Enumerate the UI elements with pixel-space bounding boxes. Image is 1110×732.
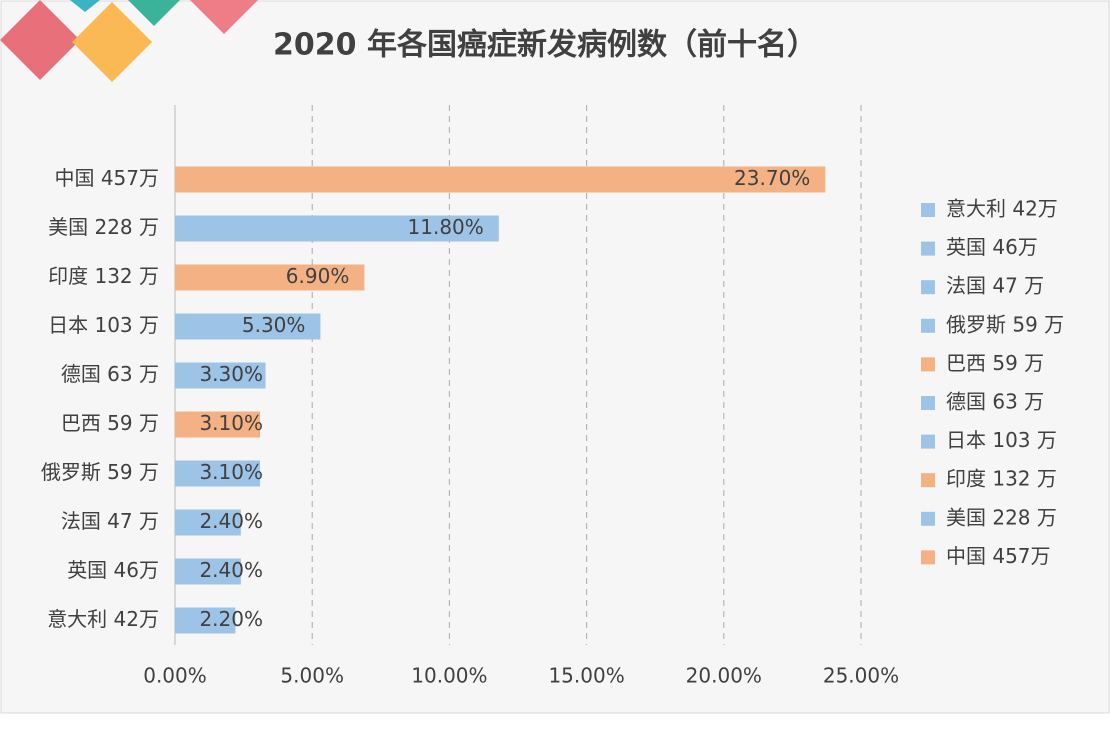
legend-swatch [921, 357, 935, 372]
value-label: 2.40% [199, 558, 263, 582]
decoration [0, 0, 80, 80]
bar [175, 460, 261, 487]
x-tick-label: 10.00% [411, 664, 487, 688]
legend-label: 意大利 42万 [946, 197, 1058, 221]
legend-label: 德国 63 万 [946, 390, 1044, 414]
value-label: 3.10% [199, 411, 263, 435]
legend-swatch [921, 550, 935, 565]
bar [175, 558, 241, 585]
legend-label: 俄罗斯 59 万 [946, 312, 1064, 336]
legend-label: 中国 457万 [946, 544, 1051, 568]
legend-swatch [921, 318, 935, 333]
bar [175, 215, 499, 242]
legend-swatch [921, 511, 935, 526]
x-tick-label: 20.00% [686, 664, 762, 688]
decoration [128, 0, 180, 26]
y-tick-label: 中国 457万 [54, 166, 159, 190]
decoration [70, 0, 100, 12]
chart-title: 2020 年各国癌症新发病例数（前十名） [273, 28, 817, 63]
background [0, 0, 1110, 714]
bar [175, 509, 241, 536]
bar [175, 264, 365, 291]
y-tick-label: 意大利 42万 [47, 607, 159, 631]
y-tick-label: 德国 63 万 [61, 362, 159, 386]
legend-swatch [921, 203, 935, 217]
legend-swatch [921, 473, 935, 488]
y-tick-label: 英国 46万 [67, 558, 159, 582]
y-tick-label: 法国 47 万 [61, 509, 159, 533]
value-label: 5.30% [242, 313, 306, 337]
legend-label: 印度 132 万 [946, 467, 1057, 491]
bar [175, 166, 826, 193]
legend-label: 法国 47 万 [946, 274, 1044, 298]
value-label: 11.80% [408, 215, 484, 239]
bar [175, 313, 321, 340]
legend-swatch [921, 396, 935, 410]
legend-swatch [921, 280, 935, 295]
legend-swatch [921, 434, 935, 449]
legend-swatch [921, 241, 935, 256]
x-tick-label: 5.00% [280, 664, 344, 688]
value-label: 23.70% [734, 166, 810, 190]
y-tick-label: 印度 132 万 [48, 264, 159, 288]
x-tick-label: 15.00% [548, 664, 624, 688]
legend-label: 英国 46万 [946, 235, 1038, 259]
legend-label: 日本 103 万 [946, 428, 1057, 452]
y-tick-label: 美国 228 万 [48, 215, 159, 239]
decoration [190, 0, 258, 34]
legend-label: 巴西 59 万 [946, 351, 1044, 375]
x-tick-label: 0.00% [143, 664, 207, 688]
value-label: 3.10% [199, 460, 263, 484]
value-label: 3.30% [199, 362, 263, 386]
y-tick-label: 日本 103 万 [48, 313, 159, 337]
bar [175, 362, 266, 389]
bar [175, 411, 261, 438]
x-tick-label: 25.00% [823, 664, 899, 688]
y-tick-label: 巴西 59 万 [61, 411, 159, 435]
value-label: 2.20% [199, 607, 263, 631]
bar [175, 607, 236, 634]
y-tick-label: 俄罗斯 59 万 [41, 460, 159, 484]
value-label: 6.90% [286, 264, 350, 288]
value-label: 2.40% [199, 509, 263, 533]
decoration [72, 2, 152, 82]
legend-label: 美国 228 万 [946, 505, 1057, 529]
